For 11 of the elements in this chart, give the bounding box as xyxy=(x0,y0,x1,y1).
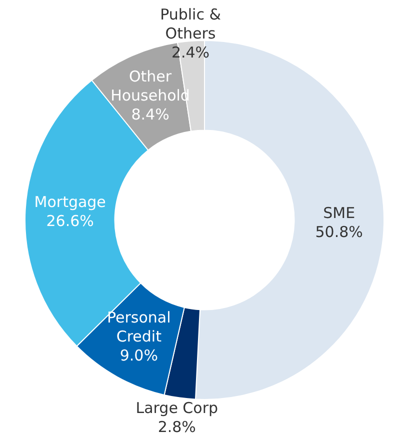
data-label: 9.0% xyxy=(120,346,158,364)
slice-label: SME xyxy=(323,204,356,222)
slice-label: Large Corp xyxy=(136,398,218,417)
slice-label: Mortgage xyxy=(34,192,106,211)
slice-label: Personal Credit xyxy=(107,308,171,346)
data-label: 2.8% xyxy=(158,418,196,436)
data-label: 8.4% xyxy=(131,106,170,124)
data-label: 2.4% xyxy=(171,43,210,62)
data-label: 26.6% xyxy=(46,212,94,230)
slice-label: Public & Others xyxy=(160,5,222,42)
data-label: 50.8% xyxy=(315,222,363,241)
